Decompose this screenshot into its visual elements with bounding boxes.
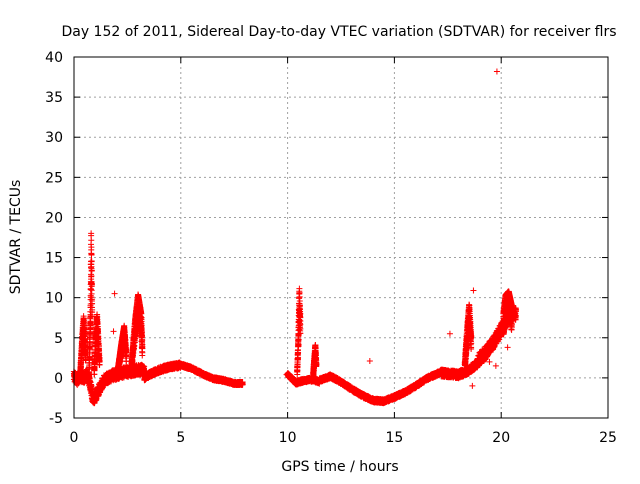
chart-title: Day 152 of 2011, Sidereal Day-to-day VTE…	[61, 24, 616, 40]
x-tick-label: 15	[385, 430, 403, 446]
x-tick-label: 25	[599, 430, 617, 446]
x-tick-label: 5	[176, 430, 185, 446]
grid	[74, 57, 608, 418]
y-tick-label: 5	[54, 331, 63, 347]
x-tick-label: 10	[279, 430, 297, 446]
y-tick-label: -5	[49, 411, 63, 427]
y-tick-label: 20	[45, 210, 63, 226]
y-tick-label: 10	[45, 291, 63, 307]
y-tick-label: 25	[45, 170, 63, 186]
y-axis-label: SDTVAR / TECUs	[8, 180, 24, 295]
x-tick-label: 20	[492, 430, 510, 446]
y-tick-label: 40	[45, 50, 63, 66]
data-points	[71, 68, 519, 406]
y-tick-label: 35	[45, 90, 63, 106]
y-tick-label: 15	[45, 251, 63, 267]
x-tick-label: 0	[70, 430, 79, 446]
y-tick-label: 30	[45, 130, 63, 146]
y-tick-label: 0	[54, 371, 63, 387]
x-axis-label: GPS time / hours	[281, 459, 398, 475]
axis-ticks: 0 5 10 15 20 25 -5 0 5 10 15 20 25 30 35 40	[45, 50, 617, 446]
